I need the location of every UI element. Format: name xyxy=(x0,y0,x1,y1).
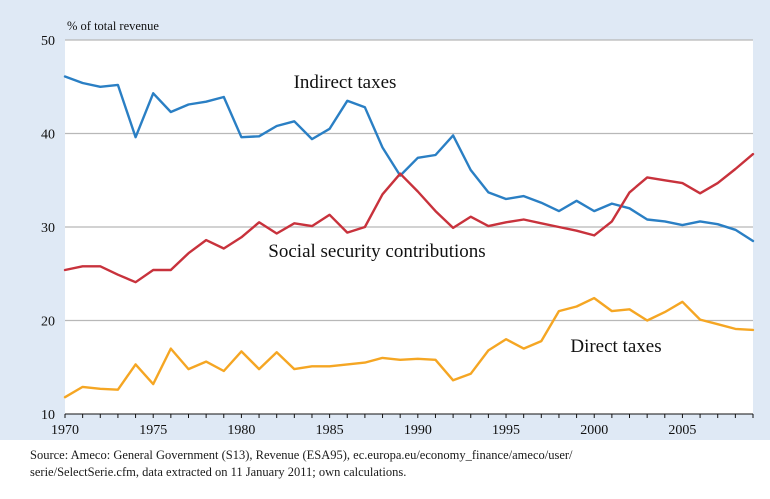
series-lines xyxy=(63,75,755,399)
y-axis-title: % of total revenue xyxy=(67,19,159,33)
series-line-direct-taxes xyxy=(63,296,755,399)
y-tick-label-40: 40 xyxy=(41,128,55,143)
source-line-1: Source: Ameco: General Government (S13),… xyxy=(30,448,573,462)
x-tick-label-2000: 2000 xyxy=(580,423,608,438)
x-tick-label-1990: 1990 xyxy=(404,423,432,438)
series-label-social-security-contributions: Social security contributions xyxy=(268,241,485,262)
source-line-2: serie/SelectSerie.cfm, data extracted on… xyxy=(30,465,407,479)
series-label-indirect-taxes: Indirect taxes xyxy=(294,72,397,93)
series-labels: Indirect taxes Social security contributi… xyxy=(268,72,661,357)
x-tick-label-2005: 2005 xyxy=(668,423,696,438)
source-note: Source: Ameco: General Government (S13),… xyxy=(30,447,760,481)
y-tick-label-50: 50 xyxy=(41,34,55,49)
x-tick-label-1995: 1995 xyxy=(492,423,520,438)
series-line-indirect-taxes xyxy=(63,75,755,243)
x-tick-label-1975: 1975 xyxy=(139,423,167,438)
y-tick-label-30: 30 xyxy=(41,221,55,236)
y-tick-label-10: 10 xyxy=(41,408,55,423)
x-tick-label-1985: 1985 xyxy=(316,423,344,438)
y-tick-label-20: 20 xyxy=(41,315,55,330)
series-line-social-security-contributions xyxy=(63,152,755,284)
x-tick-label-1980: 1980 xyxy=(227,423,255,438)
x-tick-label-1970: 1970 xyxy=(51,423,79,438)
axes: 10 20 30 40 50 1970 1975 1980 1985 1990 1995 2000 20… xyxy=(41,19,754,438)
line-chart: 10 20 30 40 50 1970 1975 1980 1985 1990 1995 2000 20… xyxy=(41,19,755,438)
series-label-direct-taxes: Direct taxes xyxy=(570,336,661,357)
gridlines xyxy=(65,39,753,322)
